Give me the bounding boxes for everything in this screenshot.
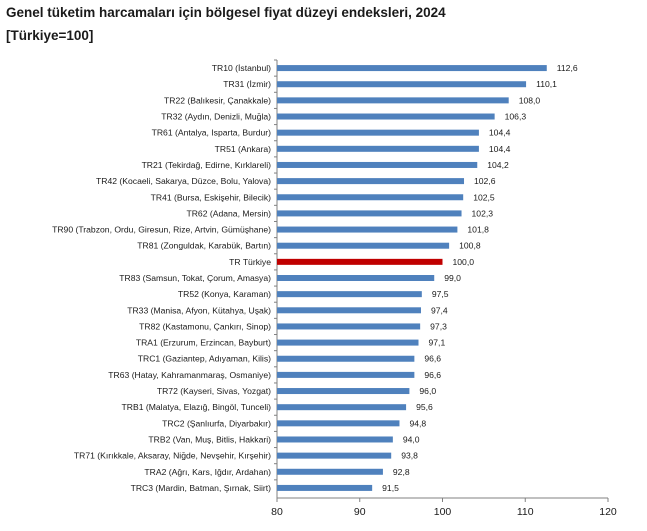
value-label: 97,5 [432,289,449,299]
category-label: TR81 (Zonguldak, Karabük, Bartın) [137,241,271,251]
category-label: TR32 (Aydın, Denizli, Muğla) [161,112,271,122]
bar [277,129,479,136]
bar [277,145,479,152]
category-label: TR61 (Antalya, Isparta, Burdur) [152,128,272,138]
value-label: 102,5 [473,192,495,202]
category-label: TR42 (Kocaeli, Sakarya, Düzce, Bolu, Yal… [96,176,271,186]
value-label: 97,1 [429,338,446,348]
bar [277,242,450,249]
value-label: 102,6 [474,176,496,186]
value-label: 104,4 [489,144,511,154]
bar [277,371,415,378]
value-label: 96,0 [419,386,436,396]
bar [277,468,383,475]
bar [277,178,465,185]
value-label: 94,0 [403,434,420,444]
category-label: TRB2 (Van, Muş, Bitlis, Hakkari) [148,434,271,444]
bar [277,388,410,395]
category-label: TRC1 (Gaziantep, Adıyaman, Kilis) [138,354,271,364]
value-label: 101,8 [467,225,489,235]
value-label: 93,8 [401,451,418,461]
bar [277,420,400,427]
bar [277,81,527,88]
category-label: TRA1 (Erzurum, Erzincan, Bayburt) [136,338,271,348]
value-label: 110,1 [536,79,557,89]
value-label: 92,8 [393,467,410,477]
chart-subtitle: [Türkiye=100] [6,28,94,43]
x-tick-label: 100 [434,506,452,518]
value-label: 96,6 [424,354,441,364]
category-label: TRC2 (Şanlıurfa, Diyarbakır) [162,418,271,428]
category-label: TRC3 (Mardin, Batman, Şırnak, Siirt) [131,483,272,493]
value-label: 102,3 [472,208,494,218]
category-label: TR52 (Konya, Karaman) [178,289,271,299]
bar [277,339,419,346]
bar [277,307,421,314]
category-label: TR63 (Hatay, Kahramanmaraş, Osmaniye) [108,370,271,380]
x-tick-label: 90 [354,506,366,518]
x-tick-label: 120 [599,506,617,518]
value-label: 96,6 [424,370,441,380]
category-label: TR Türkiye [229,257,271,267]
value-label: 100,0 [453,257,475,267]
value-label: 104,4 [489,128,511,138]
bar [277,355,415,362]
bar [277,161,478,168]
bar-highlight [277,258,443,265]
category-label: TR31 (İzmir) [223,79,271,89]
category-label: TR22 (Balıkesir, Çanakkale) [164,95,271,105]
category-label: TR71 (Kırıkkale, Aksaray, Niğde, Nevşehi… [74,451,271,461]
value-label: 108,0 [519,95,541,105]
category-label: TR83 (Samsun, Tokat, Çorum, Amasya) [119,273,271,283]
value-label: 91,5 [382,483,399,493]
category-label: TR51 (Ankara) [215,144,271,154]
bar [277,65,547,72]
category-label: TR21 (Tekirdağ, Edirne, Kırklareli) [142,160,272,170]
category-label: TR10 (İstanbul) [212,63,271,73]
value-label: 94,8 [409,418,426,428]
value-label: 95,6 [416,402,433,412]
value-label: 100,8 [459,241,481,251]
value-label: 106,3 [505,112,527,122]
category-label: TR82 (Kastamonu, Çankırı, Sinop) [139,321,271,331]
x-tick-label: 110 [517,506,534,518]
category-label: TRA2 (Ağrı, Kars, Iğdır, Ardahan) [144,467,271,477]
bar [277,452,392,459]
value-label: 112,6 [557,63,578,73]
bar [277,113,495,120]
bar [277,97,509,104]
chart-title: Genel tüketim harcamaları için bölgesel … [6,5,446,20]
category-label: TR33 (Manisa, Afyon, Kütahya, Uşak) [127,305,271,315]
bar [277,404,407,411]
bar [277,323,421,330]
category-label: TR90 (Trabzon, Ordu, Giresun, Rize, Artv… [52,225,271,235]
bar [277,226,458,233]
category-label: TR41 (Bursa, Eskişehir, Bilecik) [151,192,271,202]
value-label: 99,0 [444,273,461,283]
bar [277,484,373,491]
category-label: TR72 (Kayseri, Sivas, Yozgat) [157,386,271,396]
bar [277,436,393,443]
bar [277,291,422,298]
value-label: 97,4 [431,305,448,315]
bar [277,275,435,281]
value-label: 104,2 [487,160,509,170]
bar [277,194,464,201]
category-label: TRB1 (Malatya, Elazığ, Bingöl, Tunceli) [122,402,272,412]
x-tick-label: 80 [271,506,283,518]
category-label: TR62 (Adana, Mersin) [186,208,271,218]
bar [277,210,462,217]
value-label: 97,3 [430,321,447,331]
